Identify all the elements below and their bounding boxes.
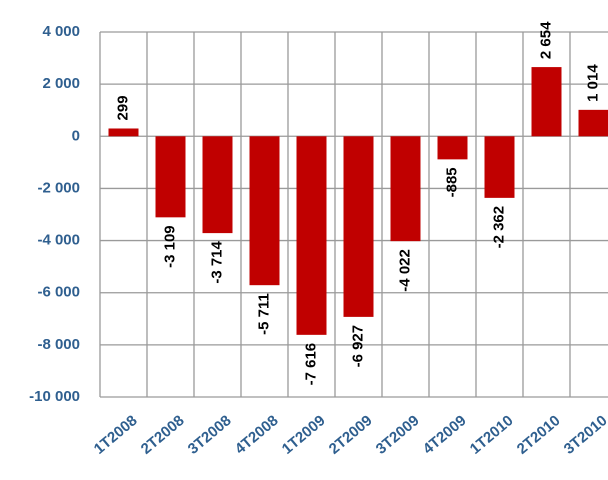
value-label: 299 xyxy=(114,95,131,120)
x-tick-label: 3T2008 xyxy=(185,412,235,458)
bar xyxy=(438,136,468,159)
value-label: -3 714 xyxy=(208,240,225,283)
y-tick-label: 0 xyxy=(72,127,80,144)
value-label: -3 109 xyxy=(161,225,178,268)
x-tick-label: 2T2009 xyxy=(326,412,376,458)
value-label: -7 616 xyxy=(302,343,319,386)
x-tick-label: 1T2009 xyxy=(279,412,329,458)
x-tick-label: 2T2010 xyxy=(514,412,564,458)
x-tick-label: 4T2009 xyxy=(420,412,470,458)
value-label: -6 927 xyxy=(349,325,366,368)
y-tick-label: -2 000 xyxy=(37,179,80,196)
value-label: -885 xyxy=(443,167,460,197)
x-tick-label: 3T2009 xyxy=(373,412,423,458)
bar xyxy=(250,136,280,285)
bar xyxy=(156,136,186,217)
y-tick-label: -10 000 xyxy=(29,388,80,405)
bar xyxy=(485,136,515,198)
value-label: 1 014 xyxy=(584,64,601,102)
value-label: 2 654 xyxy=(537,21,554,59)
bar xyxy=(297,136,327,335)
x-tick-label: 1T2010 xyxy=(467,412,517,458)
x-tick-label: 3T2010 xyxy=(561,412,608,458)
bar xyxy=(203,136,233,233)
y-tick-label: -8 000 xyxy=(37,336,80,353)
y-tick-label: -4 000 xyxy=(37,232,80,249)
y-tick-label: -6 000 xyxy=(37,284,80,301)
y-tick-label: 4 000 xyxy=(42,23,80,40)
value-label: -4 022 xyxy=(396,249,413,292)
x-tick-label: 4T2008 xyxy=(232,412,282,458)
x-tick-label: 1T2008 xyxy=(91,412,141,458)
bar xyxy=(391,136,421,241)
x-tick-label: 2T2008 xyxy=(138,412,188,458)
bar xyxy=(579,110,608,136)
bar xyxy=(344,136,374,317)
value-label: -5 711 xyxy=(255,293,272,335)
y-tick-label: 2 000 xyxy=(42,75,80,92)
value-label: -2 362 xyxy=(490,206,507,249)
bar xyxy=(532,67,562,136)
bar xyxy=(109,128,139,136)
